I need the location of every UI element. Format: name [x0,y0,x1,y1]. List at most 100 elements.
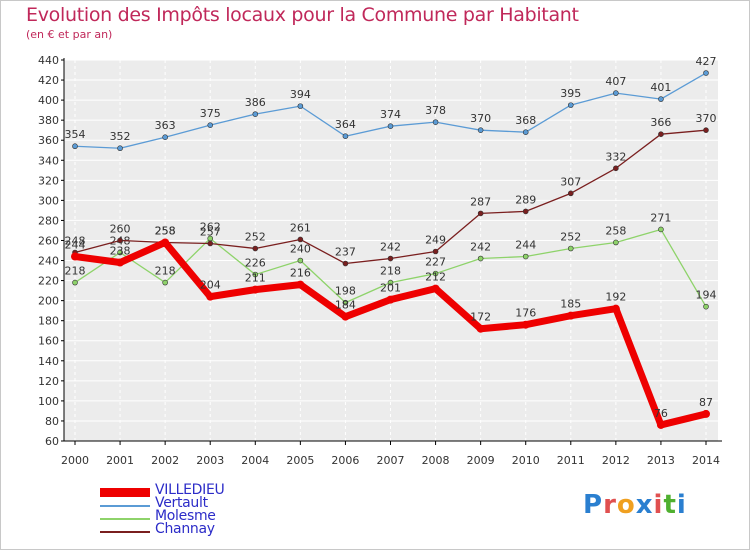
data-label-channay: 249 [425,234,446,247]
y-tick-label: 260 [38,234,59,247]
data-label-molesme: 240 [290,243,311,256]
logo-letter: i [653,490,664,520]
data-point-molesme [117,249,123,256]
data-point-villedieu [206,292,215,301]
data-point-vertault [658,96,664,102]
data-label-molesme: 252 [560,230,581,243]
data-label-channay: 237 [335,246,356,259]
data-label-channay: 252 [245,230,266,243]
data-point-vertault [613,90,619,96]
data-point-villedieu [566,311,575,320]
data-point-channay [297,236,304,243]
y-tick-label: 380 [38,114,59,127]
data-label-channay: 332 [605,150,626,163]
data-point-villedieu [702,409,710,418]
logo-letter: x [635,490,654,520]
legend-label: Molesme [155,508,216,524]
x-tick-label: 2012 [602,454,630,467]
data-point-vertault [387,123,394,129]
data-point-vertault [477,127,484,133]
x-tick-label: 2003 [196,454,224,467]
x-tick-label: 2014 [692,454,720,467]
data-point-villedieu [476,324,485,333]
chart-subtitle: (en € et par an) [26,28,113,41]
data-point-channay [342,260,349,267]
data-label-channay: 289 [515,193,536,206]
y-tick-label: 400 [38,94,59,107]
data-label-channay: 260 [110,222,131,235]
proxiti-logo: Proxiti [583,490,687,520]
data-label-molesme: 242 [470,241,491,254]
data-point-molesme [613,239,619,246]
data-label-molesme: 194 [696,289,717,302]
data-label-channay: 258 [155,224,176,237]
legend-swatch [100,505,150,507]
data-label-molesme: 218 [155,265,176,278]
x-tick-label: 2009 [467,454,495,467]
data-point-villedieu [386,295,395,304]
data-point-villedieu [251,285,260,294]
chart-title: Evolution des Impôts locaux pour la Comm… [26,4,579,26]
y-tick-label: 300 [38,194,59,207]
logo-letter: o [616,490,636,520]
y-tick-label: 440 [38,54,59,67]
y-tick-label: 140 [38,355,59,368]
data-label-vertault: 386 [245,96,266,109]
data-point-channay [522,208,529,215]
data-label-molesme: 218 [380,265,401,278]
data-label-molesme: 244 [515,239,536,252]
x-tick-label: 2000 [61,454,89,467]
data-label-villedieu: 238 [110,245,131,258]
data-point-channay [477,210,484,217]
legend-label: Vertault [155,495,208,511]
data-label-villedieu: 87 [699,396,713,409]
data-point-channay [567,190,574,197]
data-label-villedieu: 185 [560,298,581,311]
data-label-villedieu: 172 [470,311,491,324]
data-label-channay: 366 [650,116,671,129]
y-tick-label: 160 [38,335,59,348]
data-point-vertault [432,119,439,125]
data-label-channay: 242 [380,241,401,254]
data-point-vertault [72,143,78,150]
x-tick-label: 2004 [241,454,269,467]
data-label-vertault: 368 [515,114,536,127]
data-point-vertault [117,145,123,152]
data-label-vertault: 378 [425,104,446,117]
y-tick-label: 200 [38,295,59,308]
data-point-channay [117,237,123,244]
data-label-vertault: 363 [155,119,176,132]
data-label-channay: 370 [696,112,717,125]
data-point-villedieu [341,312,350,321]
data-point-villedieu [71,252,79,261]
data-point-vertault [703,70,709,76]
data-label-villedieu: 192 [605,291,626,304]
data-label-molesme: 198 [335,285,356,298]
data-label-vertault: 427 [696,55,717,68]
data-point-villedieu [431,284,440,293]
x-tick-label: 2001 [106,454,134,467]
y-tick-label: 340 [38,154,59,167]
data-point-molesme [162,279,168,286]
data-point-molesme [567,245,574,252]
data-point-molesme [658,226,664,233]
data-point-molesme [522,253,529,260]
data-point-molesme [432,270,439,277]
y-tick-label: 280 [38,214,59,227]
data-label-villedieu: 76 [654,407,668,420]
data-label-vertault: 401 [650,81,671,94]
data-point-molesme [703,303,709,310]
data-label-channay: 287 [470,195,491,208]
data-point-molesme [72,279,78,286]
data-label-channay: 307 [560,175,581,188]
y-tick-label: 60 [45,435,59,448]
x-tick-label: 2005 [286,454,314,467]
data-point-vertault [342,133,349,139]
data-label-villedieu: 216 [290,267,311,280]
data-point-vertault [522,129,529,135]
data-point-villedieu [521,320,530,329]
data-point-channay [613,165,619,172]
data-label-vertault: 394 [290,88,311,101]
data-label-villedieu: 176 [515,307,536,320]
